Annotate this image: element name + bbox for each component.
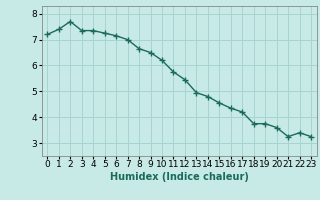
- X-axis label: Humidex (Indice chaleur): Humidex (Indice chaleur): [110, 172, 249, 182]
